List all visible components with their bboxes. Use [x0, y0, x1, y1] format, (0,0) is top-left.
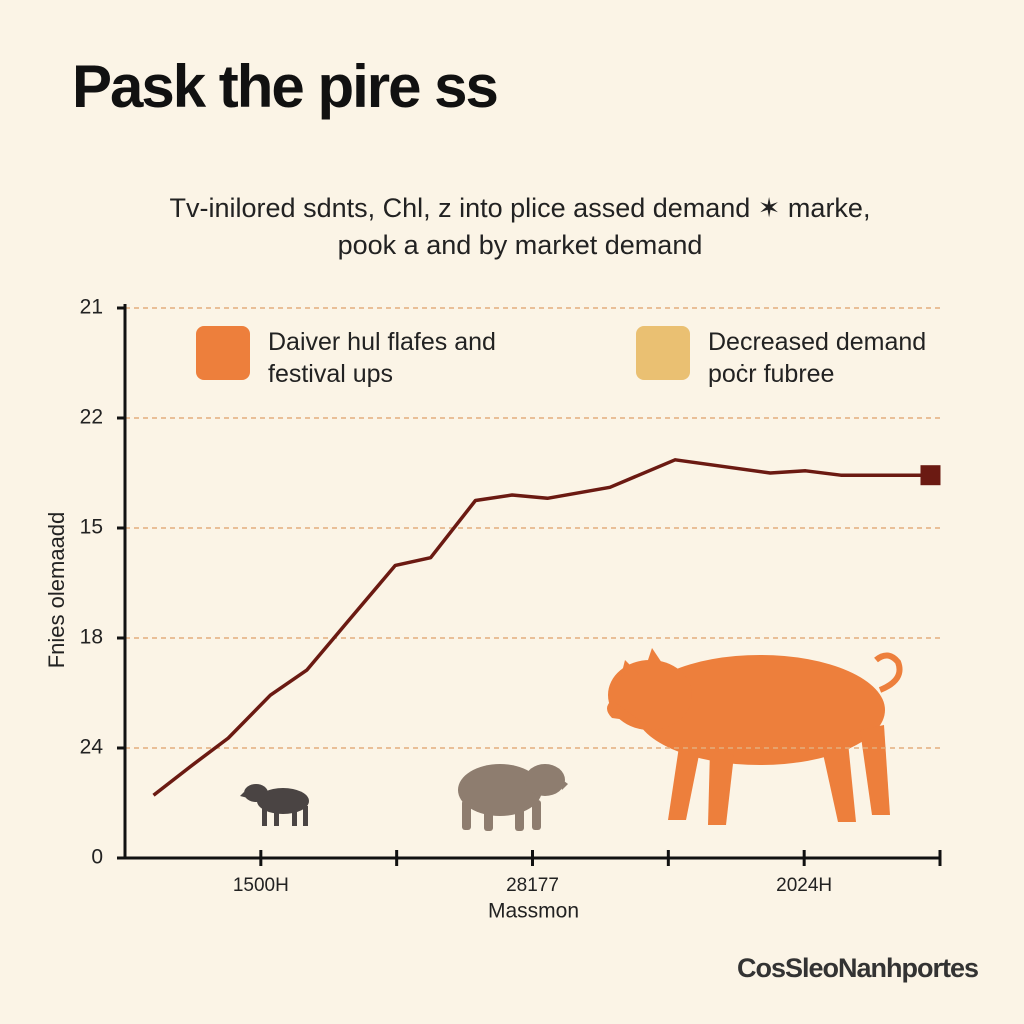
legend-label: Daiver hul flafes and festival ups	[268, 328, 496, 388]
legend-item: Daiver hul flafes and festival ups	[196, 326, 498, 390]
watermark: CosSleoNanhportes	[736, 953, 979, 983]
legend-swatch	[196, 326, 250, 380]
y-tick-label: 24	[80, 736, 104, 759]
medium-boar-icon	[458, 764, 568, 831]
x-tick-label: 28177	[506, 875, 559, 896]
line-series	[152, 458, 931, 797]
small-boar-icon	[240, 784, 309, 826]
legend-swatch	[636, 326, 690, 380]
large-pig-icon	[607, 648, 903, 825]
y-tick-label: 18	[80, 626, 103, 649]
y-tick-label: 22	[80, 406, 103, 429]
y-tick-label: 0	[91, 846, 103, 869]
y-tick-label: 15	[80, 516, 103, 539]
grid	[125, 307, 940, 749]
legend-item: Decreased demand poċr fubree	[636, 326, 938, 390]
x-tick-label: 1500H	[233, 875, 289, 896]
y-axis-label: Fnies olemaadd	[44, 512, 69, 669]
chart-title: Pask the pire ss	[72, 53, 499, 120]
legend-label: Decreased demand poċr fubree	[708, 328, 927, 388]
x-axis-label: Massmon	[488, 900, 579, 923]
chart-subtitle: Tv-inilored sdnts, Chl, z into plice ass…	[169, 193, 871, 260]
end-marker	[920, 465, 941, 486]
x-tick-label: 2024H	[776, 875, 832, 896]
y-tick-label: 21	[80, 296, 103, 319]
